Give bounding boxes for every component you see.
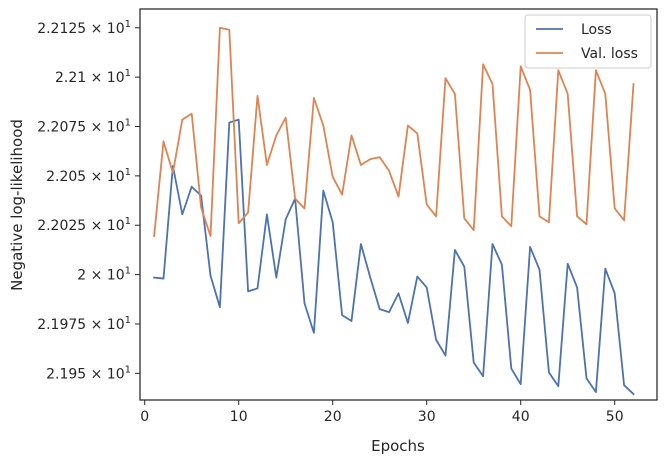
y-tick-label: 2 × 101 [77,266,131,284]
legend-label-val-loss: Val. loss [581,46,638,62]
series-line-val-loss [153,26,635,238]
plot-frame [139,8,658,401]
x-tick-label: 0 [140,409,149,425]
y-tick-label: 2.1975 × 101 [37,315,131,333]
y-axis-title: Negative log-likelihood [8,119,26,291]
legend: Loss Val. loss [524,14,652,69]
y-axis-ticks: 2.195 × 101 2.1975 × 101 2 × 101 2.2025 × 1… [37,19,140,382]
y-tick-label: 2.195 × 101 [46,364,131,382]
x-axis-title: Epochs [371,437,425,455]
series-layer [153,26,635,396]
x-tick-label: 30 [418,409,436,425]
legend-label-loss: Loss [581,22,612,38]
y-tick-label: 2.2025 × 101 [37,216,131,234]
x-tick-label: 10 [230,409,248,425]
y-tick-label: 2.205 × 101 [46,167,131,185]
x-tick-label: 50 [606,409,624,425]
y-tick-label: 2.2125 × 101 [37,19,131,37]
x-tick-label: 40 [512,409,530,425]
x-axis-ticks: 0 10 20 30 40 50 [140,400,624,425]
y-tick-label: 2.2075 × 101 [37,117,131,135]
plot-area [140,9,657,400]
y-tick-label: 2.21 × 101 [55,68,131,86]
x-tick-label: 20 [324,409,342,425]
